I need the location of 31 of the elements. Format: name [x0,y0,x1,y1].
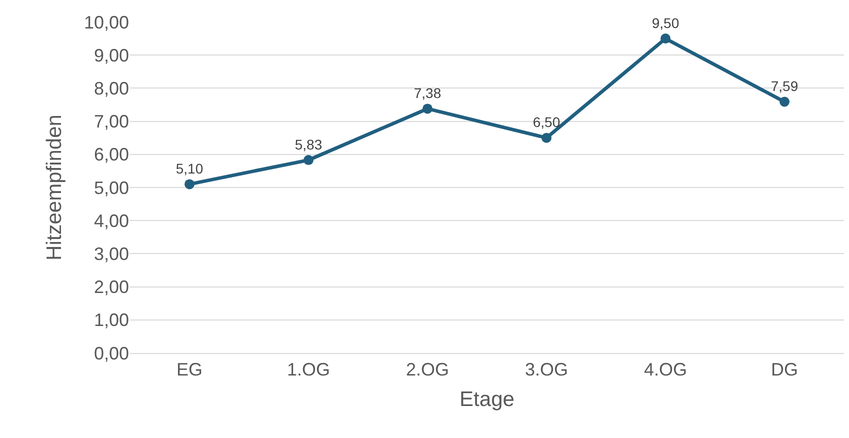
data-label: 5,10 [176,160,204,176]
point [660,34,670,44]
x-tick-label: 3.OG [524,360,568,380]
point [542,132,552,143]
x-tick-label: 2.OG [406,360,450,380]
y-tick-label: 3,00 [94,244,129,264]
point [780,96,790,107]
y-tick-label: 4,00 [94,210,129,231]
data-label: 6,50 [532,114,560,130]
data-label: 9,50 [652,14,680,31]
x-axis-title: Etage [460,388,514,411]
y-tick-label: 9,00 [94,45,129,66]
data-label: 5,83 [294,136,322,152]
y-tick-label: 8,00 [94,78,129,98]
x-tick-label: 1.OG [286,360,330,380]
y-tick-label: 5,00 [94,178,129,198]
point [184,179,194,190]
point [304,155,314,166]
y-tick-label: 2,00 [94,277,129,298]
data-label: 7,59 [770,78,798,94]
y-tick-label: 7,00 [94,112,129,132]
y-axis-title: Hitzeempfinden [43,114,66,260]
x-tick-label: DG [771,360,798,380]
y-tick-label: 1,00 [94,310,129,330]
x-tick-label: EG [176,360,203,380]
data-label: 7,38 [414,84,442,101]
y-tick-label: 10,00 [84,12,129,32]
point [422,104,432,114]
y-tick-label: 0,00 [94,343,129,364]
y-tick-label: 6,00 [94,144,129,165]
x-tick-label: 4.OG [644,360,688,380]
